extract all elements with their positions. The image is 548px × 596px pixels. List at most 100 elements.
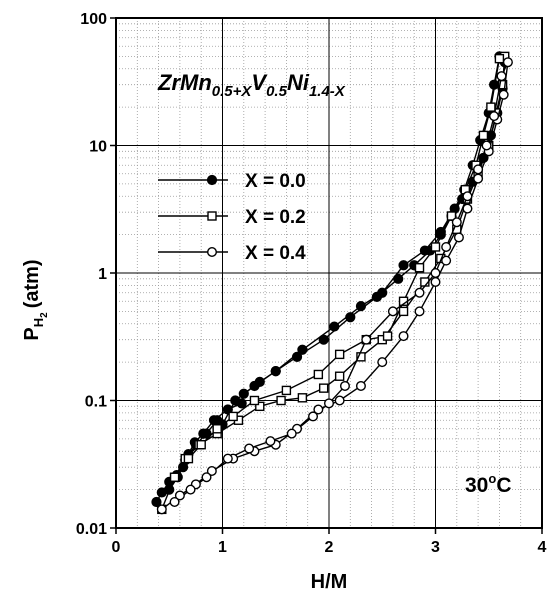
data-point (361, 334, 372, 345)
data-point (453, 232, 464, 243)
data-point (169, 472, 180, 482)
data-point (502, 57, 513, 68)
data-point (441, 255, 452, 266)
data-point (414, 263, 425, 273)
series-line (161, 55, 506, 510)
data-point (313, 404, 324, 415)
y-axis-title: PH2(atm) (21, 259, 50, 340)
data-point (151, 496, 162, 508)
data-point (324, 398, 335, 409)
data-point (156, 504, 167, 515)
data-point (334, 371, 345, 381)
data-point (297, 393, 308, 403)
y-tick-label: 1 (98, 266, 107, 283)
data-point (334, 349, 345, 360)
x-tick-label: 1 (218, 539, 227, 556)
data-point (249, 395, 260, 406)
x-tick-label: 0 (112, 539, 121, 556)
data-series (151, 51, 513, 515)
data-point (291, 351, 303, 362)
data-point (387, 306, 398, 317)
data-point (169, 496, 180, 507)
data-point (377, 287, 388, 298)
data-point (183, 453, 194, 464)
data-point (430, 268, 441, 279)
data-point (489, 111, 500, 122)
data-point (486, 102, 496, 112)
legend-marker (206, 246, 217, 257)
legend-marker (207, 211, 217, 221)
legend-label: X = 0.4 (245, 243, 306, 264)
data-point (496, 71, 507, 82)
labels: 0 1 2 3 4 0.01 0.1 1 10 100 (76, 11, 547, 556)
data-point (355, 301, 367, 312)
data-point (313, 369, 324, 380)
data-point (238, 388, 249, 399)
legend-label: X = 0.0 (245, 171, 306, 192)
grid (116, 18, 542, 528)
x-tick-label: 4 (538, 539, 547, 556)
data-point (414, 306, 425, 317)
data-point (451, 217, 462, 228)
data-point (329, 321, 340, 332)
data-point (462, 203, 473, 214)
data-point (196, 440, 206, 450)
data-point (382, 331, 393, 341)
data-point (230, 395, 241, 406)
data-point (174, 490, 185, 501)
data-point (481, 140, 492, 151)
x-tick-label: 2 (325, 539, 334, 556)
data-point (249, 380, 260, 392)
legend-label: X = 0.2 (245, 207, 306, 228)
data-point (473, 164, 484, 175)
y-tick-label: 10 (89, 139, 107, 156)
data-point (270, 366, 281, 377)
data-point (318, 334, 329, 345)
data-point (212, 415, 223, 426)
data-point (414, 287, 425, 298)
legend-marker (206, 174, 218, 186)
data-point (478, 130, 489, 141)
data-point (446, 211, 457, 221)
x-tick-label: 3 (431, 539, 440, 556)
data-point (334, 395, 345, 406)
data-point (265, 436, 276, 447)
data-point (201, 472, 212, 483)
data-point (244, 443, 255, 454)
data-point (419, 245, 430, 256)
data-point (473, 173, 484, 184)
temperature-label: 30oC (465, 471, 511, 497)
data-point (281, 385, 292, 396)
ticks (110, 17, 543, 534)
data-point (398, 331, 409, 342)
data-point (398, 260, 409, 271)
data-point (286, 428, 297, 439)
data-point (377, 357, 388, 368)
y-tick-label: 100 (80, 11, 107, 28)
data-point (297, 344, 308, 355)
data-point (222, 453, 233, 464)
data-point (339, 380, 350, 391)
data-point (206, 465, 217, 476)
data-point (430, 242, 441, 252)
formula-label: ZrMn0.5+XV0.5Ni1.4-X (157, 70, 346, 100)
data-point (430, 276, 441, 287)
data-point (355, 380, 366, 391)
series-1 (157, 51, 510, 515)
data-point (494, 53, 505, 64)
data-point (345, 312, 356, 323)
data-point (185, 484, 196, 495)
legend: X = 0.0 X = 0.2 X = 0.4 (158, 171, 306, 264)
x-axis-title: H/M (311, 571, 348, 593)
data-point (201, 428, 212, 439)
y-tick-label: 0.01 (76, 521, 107, 538)
series-line (161, 61, 509, 510)
data-point (393, 273, 404, 284)
data-point (255, 401, 265, 412)
data-point (398, 306, 409, 317)
data-point (276, 395, 286, 406)
data-point (318, 383, 329, 393)
series-2 (156, 57, 513, 515)
y-tick-label: 0.1 (85, 394, 107, 411)
